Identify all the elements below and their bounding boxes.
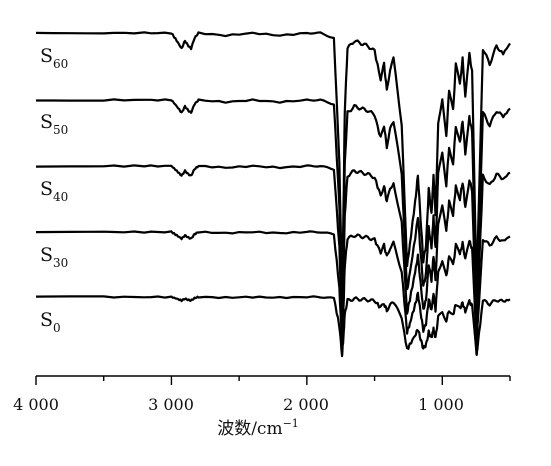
x-axis-title: 波数/cm−1 [217,417,299,439]
series-label-1: S50 [40,111,68,137]
x-tick-label-4000: 4 000 [13,395,59,414]
spectrum-line-s40 [35,164,511,332]
series-labels: S60 S50 S40 S30 S0 [40,45,68,335]
spectrum-line-s60 [35,31,511,295]
series-label-3: S30 [40,244,68,270]
x-tick-label-2000: 2 000 [283,395,329,414]
series-label-4: S0 [40,309,61,335]
series-label-2: S40 [40,178,68,204]
x-tick-label-1000: 1 000 [418,395,464,414]
spectrum-line-s30 [35,230,511,346]
x-tick-label-3000: 3 000 [148,395,194,414]
spectrum-line-s0 [35,295,511,358]
series-label-0: S60 [40,45,68,71]
spectrum-line-s50 [36,98,511,314]
x-tick-labels: 4 000 3 000 2 000 1 000 [13,395,464,414]
x-axis-ticks [35,376,511,385]
spectra-traces [35,31,511,358]
